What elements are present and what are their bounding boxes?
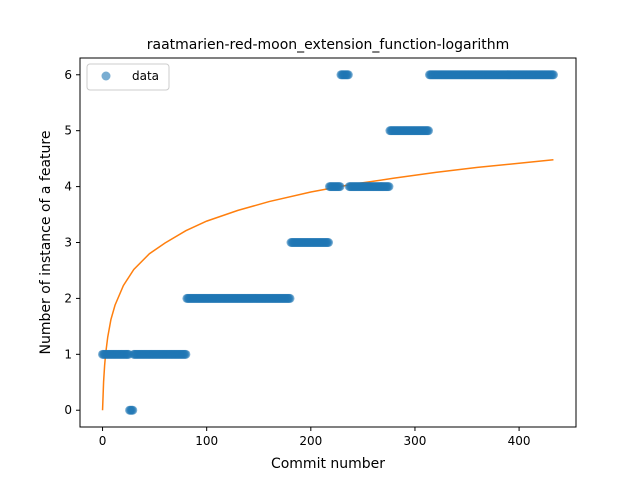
legend-marker-data — [102, 72, 111, 81]
legend-label-data: data — [132, 69, 159, 83]
data-point — [324, 238, 333, 247]
y-tick-label: 6 — [64, 68, 72, 82]
data-point — [344, 70, 353, 79]
data-point — [335, 182, 344, 191]
chart-title: raatmarien-red-moon_extension_function-l… — [147, 37, 510, 53]
data-point — [549, 70, 558, 79]
x-axis-label: Commit number — [271, 456, 385, 472]
x-tick-label: 200 — [299, 434, 322, 448]
y-tick-label: 2 — [64, 291, 72, 305]
x-tick-label: 400 — [508, 434, 531, 448]
data-point — [384, 182, 393, 191]
data-point — [424, 126, 433, 135]
data-point — [285, 294, 294, 303]
data-point — [181, 350, 190, 359]
data-point — [128, 406, 137, 415]
y-tick-label: 4 — [64, 180, 72, 194]
y-tick-label: 0 — [64, 403, 72, 417]
x-tick-label: 300 — [404, 434, 427, 448]
legend: data — [87, 64, 169, 90]
y-tick-label: 1 — [64, 347, 72, 361]
y-axis-label: Number of instance of a feature — [38, 131, 54, 355]
y-tick-label: 3 — [64, 236, 72, 250]
x-tick-label: 0 — [99, 434, 107, 448]
x-tick-label: 100 — [195, 434, 218, 448]
y-tick-label: 5 — [64, 124, 72, 138]
